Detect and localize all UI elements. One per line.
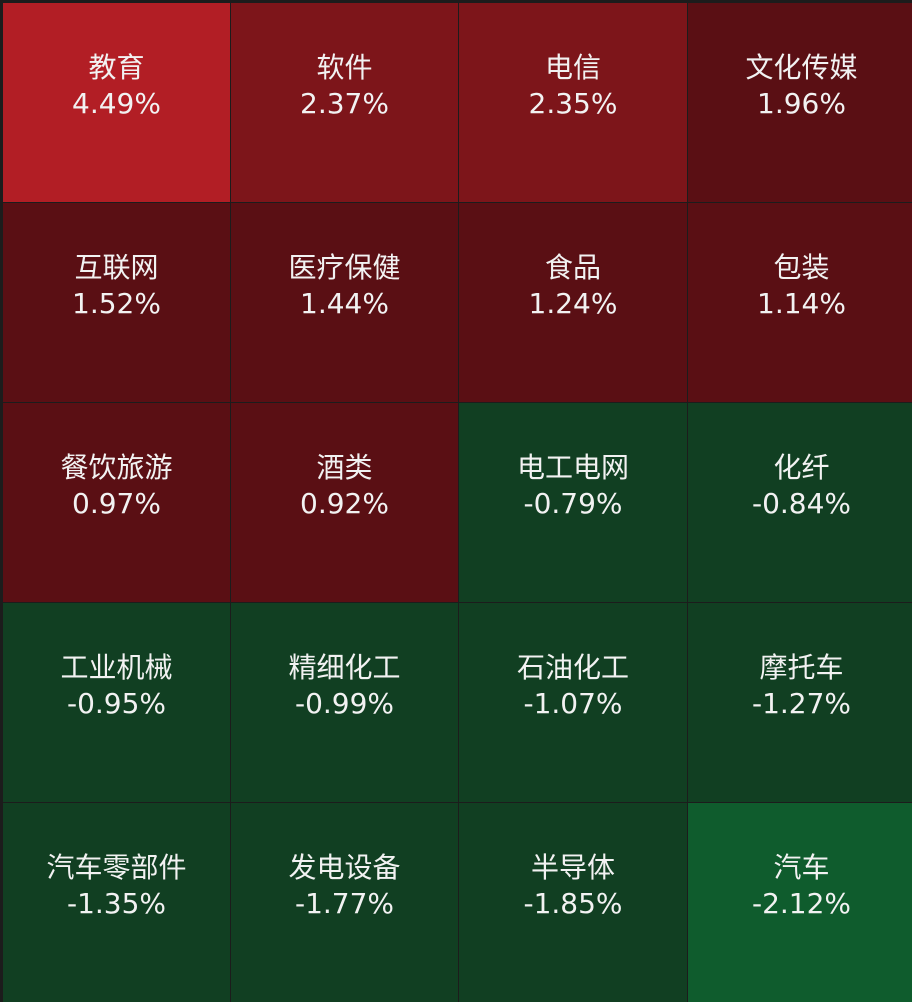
sector-change: 1.24% (528, 286, 618, 320)
sector-change: 1.44% (300, 286, 389, 320)
sector-name: 摩托车 (759, 650, 844, 684)
sector-name: 石油化工 (516, 650, 629, 684)
sector-name: 汽车 (773, 850, 830, 884)
sector-change: -0.84% (751, 486, 852, 520)
sector-tile[interactable]: 电工电网 -0.79% (459, 403, 687, 602)
sector-tile[interactable]: 汽车 -2.12% (688, 803, 912, 1002)
sector-tile[interactable]: 工业机械 -0.95% (3, 603, 230, 802)
sector-name: 电信 (544, 50, 601, 84)
sector-tile[interactable]: 餐饮旅游 0.97% (3, 403, 230, 602)
sector-tile[interactable]: 软件 2.37% (231, 3, 458, 202)
sector-tile[interactable]: 互联网 1.52% (3, 203, 230, 402)
sector-name: 医疗保健 (288, 250, 401, 284)
sector-tile[interactable]: 石油化工 -1.07% (459, 603, 687, 802)
sector-name: 包装 (773, 250, 830, 284)
sector-name: 酒类 (316, 450, 373, 484)
sector-tile[interactable]: 食品 1.24% (459, 203, 687, 402)
sector-tile[interactable]: 医疗保健 1.44% (231, 203, 458, 402)
sector-change: -1.77% (294, 886, 395, 920)
sector-name: 精细化工 (288, 650, 401, 684)
sector-change: -0.99% (294, 686, 395, 720)
sector-tile[interactable]: 化纤 -0.84% (688, 403, 912, 602)
sector-tile[interactable]: 教育 4.49% (3, 3, 230, 202)
sector-name: 互联网 (74, 250, 159, 284)
sector-change: 1.52% (72, 286, 161, 320)
sector-name: 文化传媒 (745, 50, 858, 84)
sector-tile[interactable]: 摩托车 -1.27% (688, 603, 912, 802)
sector-change: -2.12% (751, 886, 852, 920)
sector-name: 餐饮旅游 (60, 450, 173, 484)
sector-change: 2.35% (528, 86, 618, 120)
sector-name: 发电设备 (288, 850, 401, 884)
sector-tile[interactable]: 发电设备 -1.77% (231, 803, 458, 1002)
sector-change: 2.37% (300, 86, 389, 120)
sector-change: -1.85% (523, 886, 623, 920)
sector-name: 软件 (316, 50, 373, 84)
sector-change: -1.07% (523, 686, 623, 720)
sector-name: 半导体 (530, 850, 615, 884)
sector-change: 4.49% (72, 86, 161, 120)
sector-change: 0.97% (72, 486, 161, 520)
sector-name: 工业机械 (60, 650, 173, 684)
sector-change: 1.96% (757, 86, 846, 120)
sector-change: -1.35% (66, 886, 167, 920)
sector-change: 1.14% (757, 286, 846, 320)
sector-tile[interactable]: 半导体 -1.85% (459, 803, 687, 1002)
sector-change: -1.27% (751, 686, 852, 720)
sector-tile[interactable]: 包装 1.14% (688, 203, 912, 402)
sector-name: 教育 (88, 50, 145, 84)
sector-name: 食品 (544, 250, 601, 284)
sector-tile[interactable]: 电信 2.35% (459, 3, 687, 202)
sector-name: 电工电网 (516, 450, 629, 484)
sector-tile[interactable]: 汽车零部件 -1.35% (3, 803, 230, 1002)
sector-change: -0.79% (523, 486, 623, 520)
sector-name: 汽车零部件 (46, 850, 187, 884)
sector-change: 0.92% (300, 486, 389, 520)
sector-tile[interactable]: 精细化工 -0.99% (231, 603, 458, 802)
sector-name: 化纤 (773, 450, 830, 484)
sector-tile[interactable]: 文化传媒 1.96% (688, 3, 912, 202)
sector-tile[interactable]: 酒类 0.92% (231, 403, 458, 602)
sector-change: -0.95% (66, 686, 167, 720)
